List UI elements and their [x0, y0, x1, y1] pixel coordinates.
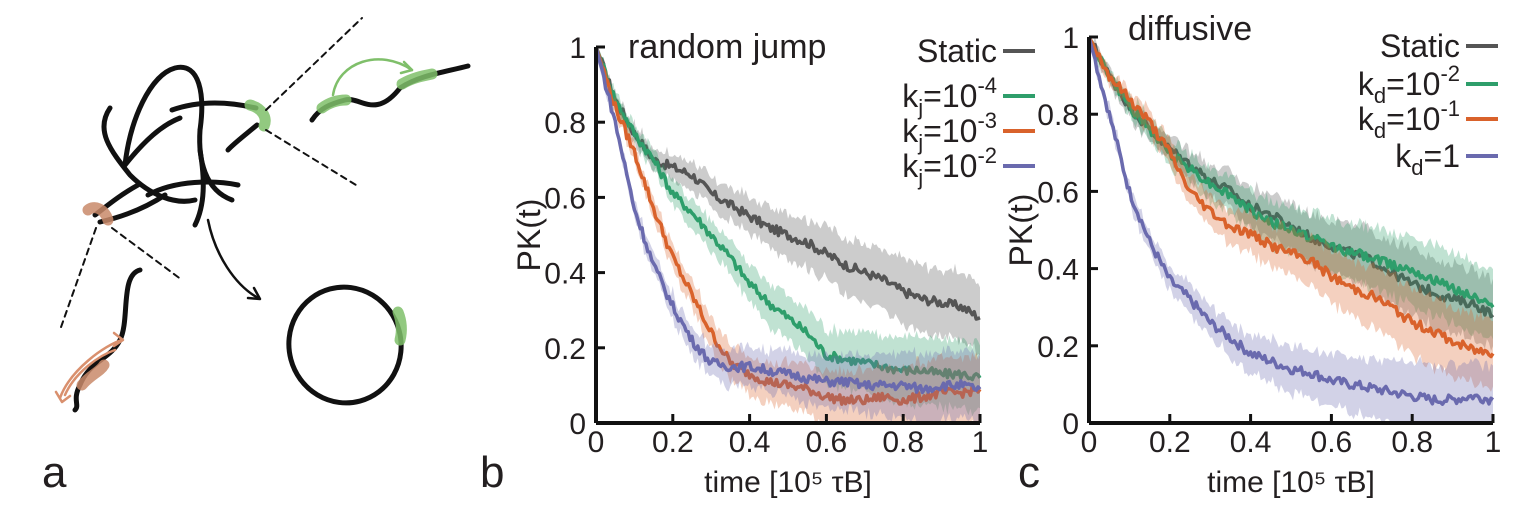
x-tick-label: 0.6	[1311, 426, 1353, 459]
x-axis-label: time [10⁵ τB]	[704, 466, 872, 499]
panel-label-b: b	[480, 448, 504, 497]
y-tick-label: 0.2	[1037, 331, 1079, 364]
zoom-diffusive	[54, 227, 183, 413]
knot-orange-highlight	[82, 202, 114, 226]
legend-label-1: kj=10-4	[902, 73, 997, 120]
x-tick-label: 0.2	[1149, 426, 1191, 459]
arrow-to-unknot	[206, 218, 262, 301]
x-tick-label: 0	[1081, 426, 1098, 459]
knot-green-highlight	[244, 99, 271, 132]
series-band-3	[596, 47, 980, 423]
series-band-3	[1089, 37, 1493, 423]
x-tick-label: 0	[588, 426, 605, 459]
knot-schematic	[54, 17, 471, 413]
y-tick-label: 0.6	[1037, 176, 1079, 209]
legend-label-2: kd=10-1	[1358, 96, 1460, 143]
x-axis-label: time [10⁵ τB]	[1207, 466, 1375, 499]
x-tick-label: 0.8	[882, 426, 924, 459]
x-tick-label: 0.4	[729, 426, 771, 459]
series-line-2	[1087, 36, 1495, 359]
series-line-3	[594, 46, 982, 395]
x-tick-label: 0.6	[806, 426, 848, 459]
series-line-1	[594, 46, 982, 382]
x-tick-label: 0.4	[1230, 426, 1272, 459]
legend-label-1: kd=10-2	[1358, 61, 1460, 108]
legend-label-2: kj=10-3	[902, 108, 997, 155]
chart-title: diffusive	[1128, 10, 1252, 48]
series-line-2	[594, 46, 982, 406]
panel-label-c: c	[1018, 448, 1040, 497]
chart-title: random jump	[628, 28, 826, 66]
y-tick-label: 0.8	[544, 107, 586, 140]
series-line-3	[1087, 36, 1495, 406]
y-tick-label: 0.6	[544, 182, 586, 215]
knot-curve	[92, 64, 260, 228]
unknot-ring	[286, 284, 407, 406]
legend-label-3: kj=10-2	[902, 143, 997, 190]
x-tick-label: 0.8	[1391, 426, 1433, 459]
y-axis-label: PK(t)	[1003, 194, 1039, 267]
legend-label-3: kd=1	[1395, 138, 1460, 180]
legend-label-0: Static	[1380, 28, 1460, 64]
series-band-2	[1089, 37, 1493, 392]
y-tick-label: 0.4	[1037, 254, 1079, 287]
y-tick-label: 0.4	[544, 258, 586, 291]
y-tick-label: 0.8	[1037, 99, 1079, 132]
legend-label-0: Static	[917, 33, 997, 69]
y-tick-label: 1	[1062, 22, 1079, 55]
panel-label-a: a	[42, 448, 67, 497]
y-tick-label: 0	[1062, 408, 1079, 441]
y-tick-label: 1	[569, 32, 586, 65]
y-tick-label: 0	[569, 408, 586, 441]
y-axis-label: PK(t)	[511, 199, 547, 272]
series-line-0	[594, 46, 981, 321]
x-tick-label: 1	[972, 426, 989, 459]
series-band-1	[596, 47, 980, 417]
y-tick-label: 0.2	[544, 333, 586, 366]
zoom-random-jump	[265, 17, 471, 186]
x-tick-label: 0.2	[652, 426, 694, 459]
x-tick-label: 1	[1485, 426, 1502, 459]
chart-random-jump: Static kj=10-4kj=10-3kj=10-2 0 0.2 0.4 0.6 0.8…	[511, 28, 1035, 499]
